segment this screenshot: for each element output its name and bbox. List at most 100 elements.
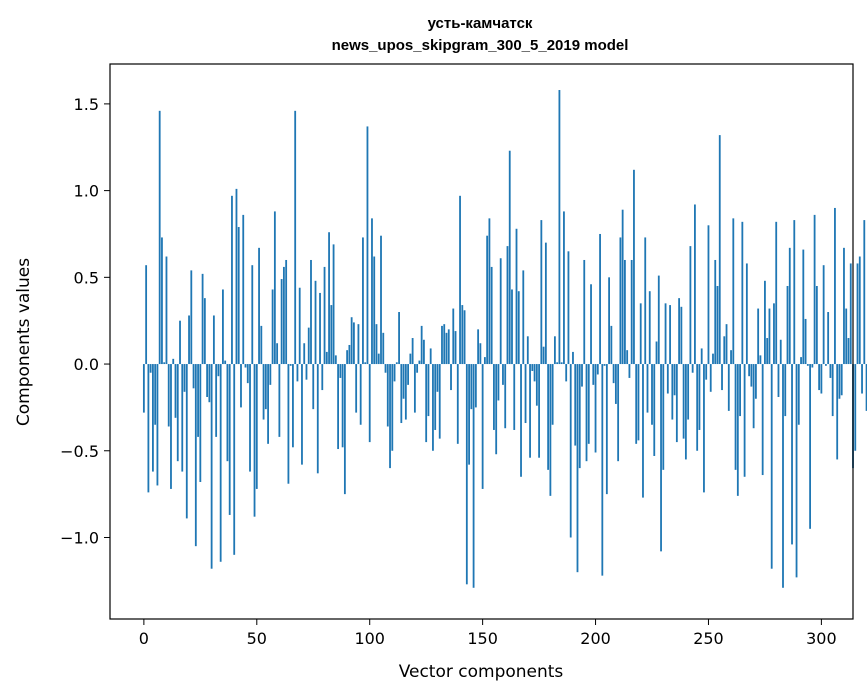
- bar: [522, 270, 525, 365]
- bar: [630, 259, 633, 365]
- x-axis-label: Vector components: [399, 662, 564, 682]
- bar: [651, 364, 653, 425]
- bar: [215, 364, 218, 437]
- bar: [624, 259, 626, 365]
- bar: [718, 135, 721, 365]
- bar: [190, 270, 193, 365]
- bar: [770, 364, 773, 569]
- bar: [154, 364, 157, 425]
- bar: [152, 364, 154, 472]
- bar: [804, 318, 807, 365]
- y-tick-label: −1.0: [60, 528, 99, 547]
- bar: [508, 150, 511, 365]
- bar: [576, 364, 579, 573]
- bar: [395, 362, 398, 365]
- bar: [296, 364, 299, 382]
- bar: [386, 364, 389, 427]
- bar: [773, 303, 775, 365]
- bar: [404, 364, 407, 420]
- bar: [549, 364, 552, 496]
- bar: [741, 221, 744, 365]
- bar: [601, 364, 604, 576]
- bar: [350, 317, 353, 365]
- bar: [524, 364, 527, 424]
- bar: [806, 364, 809, 366]
- bar: [612, 364, 615, 384]
- bar: [662, 364, 665, 470]
- bar: [813, 214, 816, 365]
- bar: [490, 266, 493, 365]
- bar: [353, 322, 355, 365]
- bar: [436, 364, 439, 392]
- bar: [325, 351, 328, 365]
- bar: [786, 286, 789, 365]
- bar: [316, 364, 319, 474]
- bar: [298, 287, 301, 365]
- bar: [368, 364, 371, 443]
- bar: [793, 220, 796, 365]
- bar: [854, 364, 857, 451]
- bar: [472, 364, 475, 588]
- bar: [269, 364, 272, 385]
- bar: [515, 228, 518, 365]
- bar: [161, 237, 163, 365]
- bar: [343, 364, 346, 495]
- bar: [682, 364, 685, 439]
- bar: [669, 305, 671, 365]
- bar: [174, 364, 177, 418]
- bar: [535, 364, 538, 406]
- bar: [633, 169, 635, 365]
- bar: [260, 325, 263, 365]
- bar: [843, 247, 845, 365]
- bar: [384, 364, 387, 373]
- bar: [357, 324, 360, 365]
- bar: [768, 308, 771, 365]
- bar: [513, 364, 516, 430]
- bar: [170, 364, 172, 489]
- bar: [511, 289, 513, 365]
- bar: [766, 338, 769, 365]
- bar: [675, 364, 678, 443]
- bar: [502, 364, 504, 385]
- bar: [795, 364, 798, 578]
- bar: [834, 207, 836, 365]
- x-tick-label: 150: [467, 629, 498, 648]
- bar: [856, 263, 859, 365]
- bar: [764, 280, 766, 365]
- x-tick-label: 200: [580, 629, 611, 648]
- bar: [244, 364, 247, 368]
- bar: [752, 364, 755, 429]
- bar: [639, 303, 642, 365]
- bar: [684, 364, 687, 460]
- bar: [201, 273, 204, 365]
- bar: [836, 364, 839, 460]
- bar: [188, 315, 190, 365]
- bar: [673, 364, 676, 396]
- bar: [258, 247, 260, 365]
- bar: [637, 364, 640, 441]
- bar: [147, 364, 150, 493]
- bar: [237, 227, 240, 365]
- bar: [278, 364, 281, 437]
- bar: [226, 364, 229, 462]
- bar: [540, 220, 543, 365]
- bar: [423, 339, 425, 365]
- bar: [371, 218, 373, 365]
- bar: [158, 110, 161, 365]
- x-tick-label: 100: [354, 629, 385, 648]
- bar: [493, 364, 495, 430]
- y-tick-label: 0.0: [74, 355, 99, 374]
- chart-title-line-2: news_upos_skipgram_300_5_2019 model: [332, 37, 629, 54]
- bar: [432, 364, 434, 451]
- bar: [468, 364, 470, 465]
- bar: [716, 286, 719, 365]
- bar: [445, 332, 448, 365]
- bar: [608, 277, 610, 365]
- bar: [544, 242, 547, 365]
- bar: [797, 364, 800, 425]
- bar: [382, 332, 385, 365]
- bar: [413, 364, 416, 413]
- bar: [779, 339, 782, 365]
- bar: [829, 364, 832, 378]
- bar: [757, 308, 760, 365]
